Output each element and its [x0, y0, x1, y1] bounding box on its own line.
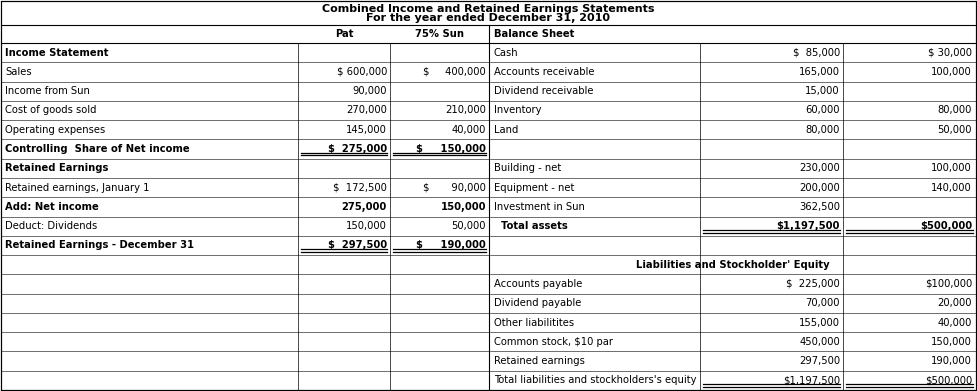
Text: Other liabilitites: Other liabilitites: [494, 317, 574, 328]
Text: 270,000: 270,000: [346, 106, 387, 115]
Text: Liabilities and Stockholder' Equity: Liabilities and Stockholder' Equity: [636, 260, 829, 270]
Text: 450,000: 450,000: [799, 337, 840, 347]
Text: 50,000: 50,000: [938, 125, 972, 135]
Text: For the year ended December 31, 2010: For the year ended December 31, 2010: [366, 13, 611, 23]
Text: Add: Net income: Add: Net income: [5, 202, 99, 212]
Text: $500,000: $500,000: [920, 221, 972, 231]
Text: 190,000: 190,000: [931, 356, 972, 366]
Text: Sales: Sales: [5, 67, 31, 77]
Text: $  297,500: $ 297,500: [328, 240, 387, 250]
Text: 40,000: 40,000: [938, 317, 972, 328]
Text: Accounts payable: Accounts payable: [494, 279, 582, 289]
Text: Common stock, $10 par: Common stock, $10 par: [494, 337, 613, 347]
Text: Deduct: Dividends: Deduct: Dividends: [5, 221, 98, 231]
Text: Total assets: Total assets: [494, 221, 568, 231]
Text: $  275,000: $ 275,000: [328, 144, 387, 154]
Text: $ 30,000: $ 30,000: [928, 48, 972, 57]
Text: Dividend payable: Dividend payable: [494, 298, 581, 308]
Text: 150,000: 150,000: [441, 202, 486, 212]
Text: Inventory: Inventory: [494, 106, 541, 115]
Text: 297,500: 297,500: [799, 356, 840, 366]
Text: 100,000: 100,000: [931, 163, 972, 173]
Text: Dividend receivable: Dividend receivable: [494, 86, 593, 96]
Text: $1,197,500: $1,197,500: [777, 221, 840, 231]
Text: 90,000: 90,000: [353, 86, 387, 96]
Text: 140,000: 140,000: [931, 183, 972, 193]
Text: Retained Earnings: Retained Earnings: [5, 163, 108, 173]
Text: 200,000: 200,000: [799, 183, 840, 193]
Text: 75% Sun: 75% Sun: [415, 29, 464, 39]
Text: Income from Sun: Income from Sun: [5, 86, 90, 96]
Text: 145,000: 145,000: [346, 125, 387, 135]
Text: 50,000: 50,000: [451, 221, 486, 231]
Text: $     190,000: $ 190,000: [416, 240, 486, 250]
Text: Income Statement: Income Statement: [5, 48, 108, 57]
Text: $     150,000: $ 150,000: [416, 144, 486, 154]
Text: Retained earnings: Retained earnings: [494, 356, 585, 366]
Text: $500,000: $500,000: [925, 375, 972, 386]
Text: Controlling  Share of Net income: Controlling Share of Net income: [5, 144, 190, 154]
Text: 80,000: 80,000: [806, 125, 840, 135]
Text: Total liabilities and stockholders's equity: Total liabilities and stockholders's equ…: [494, 375, 697, 386]
Text: 275,000: 275,000: [342, 202, 387, 212]
Text: 70,000: 70,000: [805, 298, 840, 308]
Text: $100,000: $100,000: [925, 279, 972, 289]
Text: Operating expenses: Operating expenses: [5, 125, 106, 135]
Text: Retained earnings, January 1: Retained earnings, January 1: [5, 183, 149, 193]
Text: $ 600,000: $ 600,000: [337, 67, 387, 77]
Text: 362,500: 362,500: [799, 202, 840, 212]
Text: 20,000: 20,000: [938, 298, 972, 308]
Text: Building - net: Building - net: [494, 163, 561, 173]
Text: $       90,000: $ 90,000: [423, 183, 486, 193]
Text: 80,000: 80,000: [938, 106, 972, 115]
Text: 155,000: 155,000: [799, 317, 840, 328]
Text: Equipment - net: Equipment - net: [494, 183, 574, 193]
Text: Cost of goods sold: Cost of goods sold: [5, 106, 97, 115]
Text: 60,000: 60,000: [805, 106, 840, 115]
Text: 40,000: 40,000: [451, 125, 486, 135]
Text: Combined Income and Retained Earnings Statements: Combined Income and Retained Earnings St…: [322, 4, 655, 14]
Text: $  172,500: $ 172,500: [333, 183, 387, 193]
Text: Pat: Pat: [335, 29, 354, 39]
Text: $  225,000: $ 225,000: [786, 279, 840, 289]
Text: 230,000: 230,000: [799, 163, 840, 173]
Text: 150,000: 150,000: [346, 221, 387, 231]
Text: $     400,000: $ 400,000: [423, 67, 486, 77]
Text: Investment in Sun: Investment in Sun: [494, 202, 585, 212]
Text: Balance Sheet: Balance Sheet: [494, 29, 574, 39]
Text: Land: Land: [494, 125, 519, 135]
Text: 165,000: 165,000: [799, 67, 840, 77]
Text: Accounts receivable: Accounts receivable: [494, 67, 594, 77]
Text: 100,000: 100,000: [931, 67, 972, 77]
Text: $  85,000: $ 85,000: [792, 48, 840, 57]
Text: Retained Earnings - December 31: Retained Earnings - December 31: [5, 240, 194, 250]
Text: 150,000: 150,000: [931, 337, 972, 347]
Text: 15,000: 15,000: [805, 86, 840, 96]
Text: 210,000: 210,000: [446, 106, 486, 115]
Text: Cash: Cash: [494, 48, 519, 57]
Text: $1,197,500: $1,197,500: [783, 375, 840, 386]
